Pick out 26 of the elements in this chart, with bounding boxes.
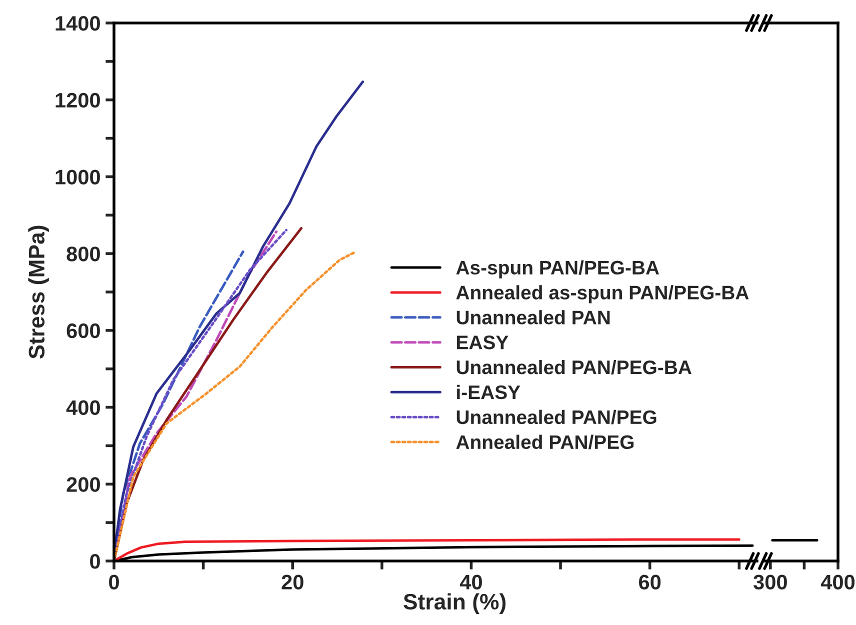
legend-label: Annealed as-spun PAN/PEG-BA	[456, 285, 749, 304]
line-series	[114, 250, 358, 561]
x-tick-label: 60	[639, 574, 661, 590]
legend-label: Unannealed PAN	[456, 310, 610, 324]
x-tick-label: 0	[109, 574, 119, 590]
legend-label: Unannealed PAN/PEG-BA	[456, 360, 692, 374]
line-series	[114, 538, 740, 561]
y-tick-label: 800	[66, 246, 100, 262]
y-tick-label: 600	[66, 323, 100, 338]
x-tick-label: 300	[754, 574, 787, 590]
y-axis-title: Stress (MPa)	[28, 226, 49, 359]
y-tick-label: 1400	[56, 16, 100, 31]
legend-label: EASY	[457, 336, 508, 350]
y-tick-label: 0	[90, 554, 100, 569]
x-tick-label: 20	[282, 574, 304, 590]
y-tick-label: 400	[66, 400, 100, 416]
legend-label: i-EASY	[457, 384, 520, 400]
x-axis-title: Strain (%)	[404, 593, 506, 614]
legend-label: Annealed PAN/PEG	[456, 434, 634, 450]
x-tick-label: 400	[820, 574, 855, 590]
y-tick-label: 1000	[56, 170, 100, 184]
legend-label: As-spun PAN/PEG-BA	[456, 260, 660, 278]
x-tick-label: 40	[460, 574, 482, 590]
legend-label: Unannealed PAN/PEG	[456, 410, 656, 424]
y-tick-label: 1200	[56, 92, 100, 108]
y-tick-label: 200	[66, 477, 100, 492]
